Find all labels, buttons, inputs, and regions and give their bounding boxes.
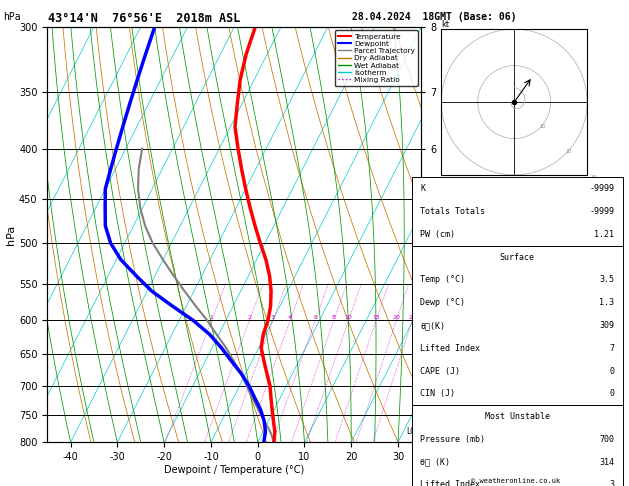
- Text: Dewp (°C): Dewp (°C): [420, 298, 465, 307]
- Text: 2: 2: [247, 315, 252, 320]
- Text: Most Unstable: Most Unstable: [485, 412, 550, 421]
- Bar: [412, 246, 623, 405]
- Text: 314: 314: [599, 458, 615, 467]
- Text: 4: 4: [288, 315, 292, 320]
- Y-axis label: Mixing Ratio (g/kg): Mixing Ratio (g/kg): [442, 191, 450, 278]
- Text: 15: 15: [372, 315, 380, 320]
- Text: Lifted Index: Lifted Index: [420, 481, 481, 486]
- Bar: [412, 405, 623, 486]
- Text: -9999: -9999: [589, 184, 615, 193]
- Text: 3: 3: [610, 481, 615, 486]
- Legend: Temperature, Dewpoint, Parcel Trajectory, Dry Adiabat, Wet Adiabat, Isotherm, Mi: Temperature, Dewpoint, Parcel Trajectory…: [335, 31, 418, 86]
- Bar: [412, 177, 623, 246]
- Text: 1.21: 1.21: [594, 230, 615, 239]
- Text: 10: 10: [345, 315, 352, 320]
- Text: 43°14'N  76°56'E  2018m ASL: 43°14'N 76°56'E 2018m ASL: [48, 12, 241, 25]
- Text: 1.3: 1.3: [599, 298, 615, 307]
- Text: 6: 6: [313, 315, 317, 320]
- Text: hPa: hPa: [3, 12, 21, 22]
- Text: 3: 3: [271, 315, 275, 320]
- Text: 0: 0: [610, 366, 615, 376]
- Text: 7: 7: [610, 344, 615, 353]
- Text: 20: 20: [565, 149, 572, 154]
- Text: PW (cm): PW (cm): [420, 230, 455, 239]
- Text: LCL: LCL: [406, 427, 420, 436]
- Text: 8: 8: [332, 315, 336, 320]
- Text: Lifted Index: Lifted Index: [420, 344, 481, 353]
- Text: Surface: Surface: [500, 253, 535, 261]
- Text: 309: 309: [599, 321, 615, 330]
- Text: 30: 30: [591, 174, 597, 180]
- Y-axis label: hPa: hPa: [6, 225, 16, 244]
- Text: -9999: -9999: [589, 207, 615, 216]
- Text: 1: 1: [209, 315, 213, 320]
- Text: km
ASL: km ASL: [433, 444, 448, 464]
- Text: 3.5: 3.5: [599, 276, 615, 284]
- Text: CAPE (J): CAPE (J): [420, 366, 460, 376]
- Text: Totals Totals: Totals Totals: [420, 207, 486, 216]
- Text: kt: kt: [442, 20, 450, 29]
- Text: 28.04.2024  18GMT (Base: 06): 28.04.2024 18GMT (Base: 06): [352, 12, 516, 22]
- Text: Temp (°C): Temp (°C): [420, 276, 465, 284]
- Text: © weatheronline.co.uk: © weatheronline.co.uk: [471, 478, 560, 484]
- Text: 700: 700: [599, 435, 615, 444]
- Text: 20: 20: [392, 315, 400, 320]
- Text: θᴁ (K): θᴁ (K): [420, 458, 450, 467]
- Text: K: K: [420, 184, 425, 193]
- X-axis label: Dewpoint / Temperature (°C): Dewpoint / Temperature (°C): [164, 465, 304, 475]
- Text: CIN (J): CIN (J): [420, 389, 455, 399]
- Text: 25: 25: [408, 315, 416, 320]
- Text: 0: 0: [610, 389, 615, 399]
- Text: Pressure (mb): Pressure (mb): [420, 435, 486, 444]
- Text: θᴁ(K): θᴁ(K): [420, 321, 445, 330]
- Text: 10: 10: [540, 123, 546, 129]
